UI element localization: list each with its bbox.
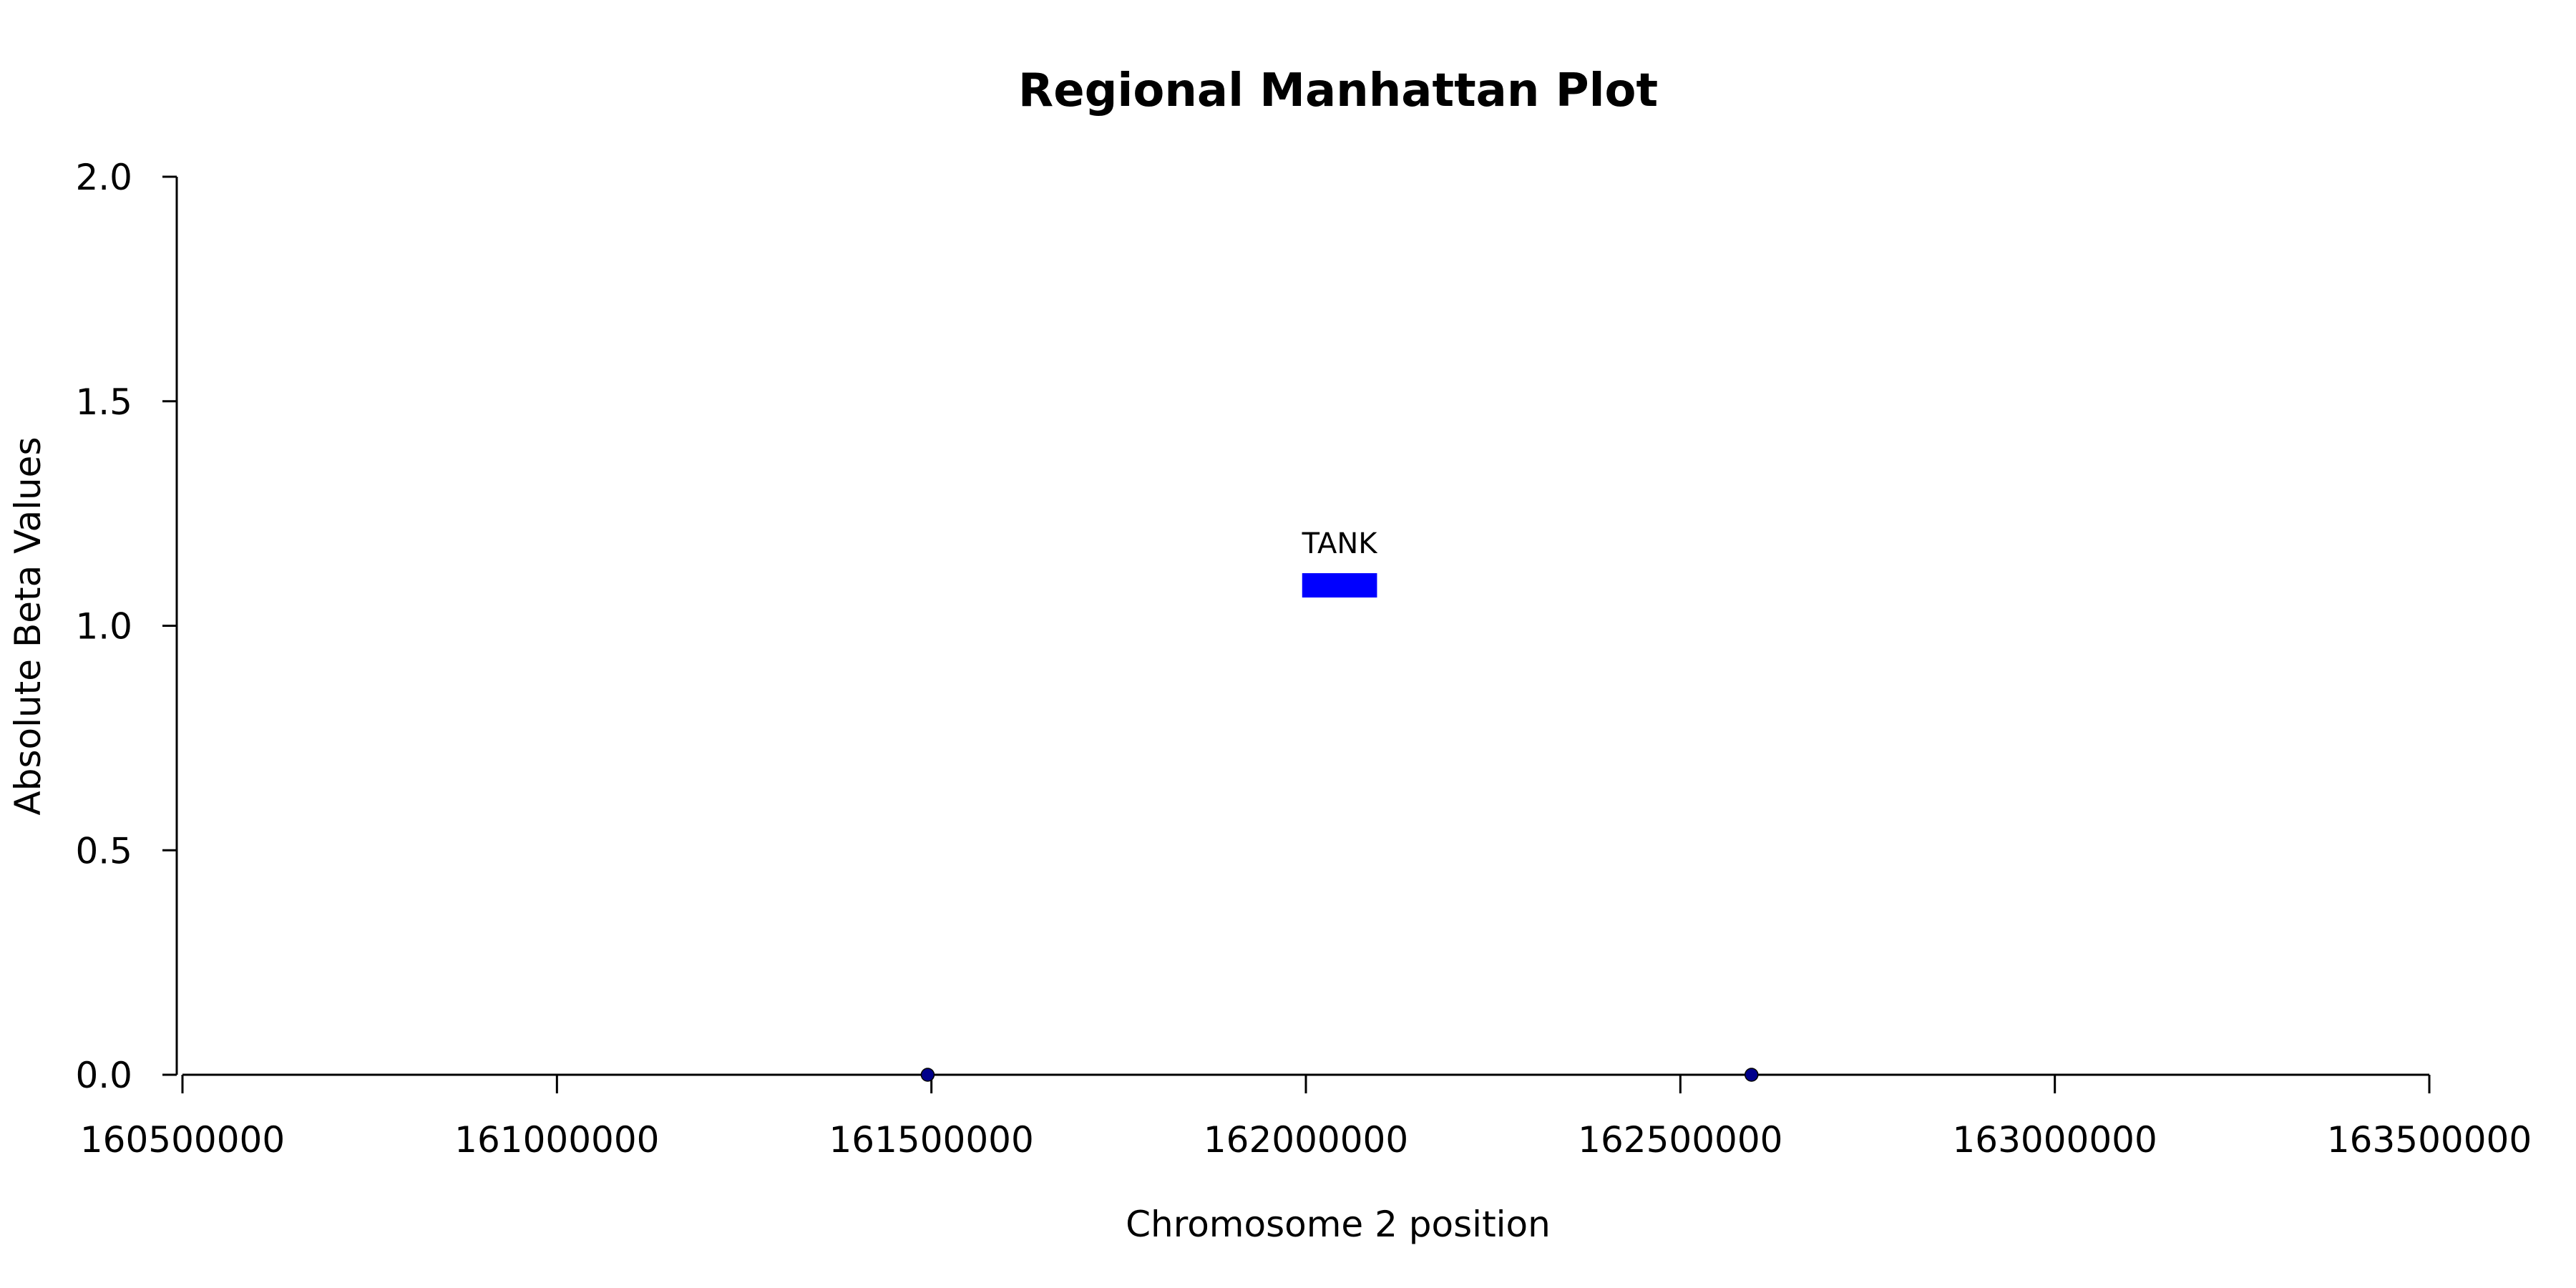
y-tick-label: 1.5: [75, 381, 132, 423]
x-tick-label: 163000000: [1953, 1119, 2157, 1161]
x-axis-label: Chromosome 2 position: [1126, 1204, 1551, 1245]
y-tick-label: 0.5: [75, 830, 132, 872]
y-axis: 0.0 0.5 1.0 1.5 2.0: [75, 157, 178, 1096]
gene-label: TANK: [1302, 527, 1379, 560]
y-axis-label: Absolute Beta Values: [7, 437, 49, 816]
data-point: [920, 1068, 935, 1082]
y-tick-label: 2.0: [75, 157, 132, 198]
genes-layer: TANK: [1302, 527, 1379, 598]
x-tick-label: 161500000: [829, 1119, 1034, 1161]
x-tick-label: 162500000: [1578, 1119, 1782, 1161]
chart-title: Regional Manhattan Plot: [1018, 64, 1658, 117]
gene-bar: [1302, 573, 1377, 598]
x-axis: 160500000 161000000 161500000 162000000 1625…: [80, 1073, 2532, 1161]
data-point: [1745, 1068, 1759, 1082]
y-tick-label: 1.0: [75, 606, 132, 648]
x-tick-label: 163500000: [2327, 1119, 2532, 1161]
y-tick-label: 0.0: [75, 1055, 132, 1096]
points-layer: [920, 1068, 1759, 1082]
x-tick-label: 160500000: [80, 1119, 285, 1161]
x-tick-label: 161000000: [454, 1119, 659, 1161]
x-tick-label: 162000000: [1204, 1119, 1408, 1161]
